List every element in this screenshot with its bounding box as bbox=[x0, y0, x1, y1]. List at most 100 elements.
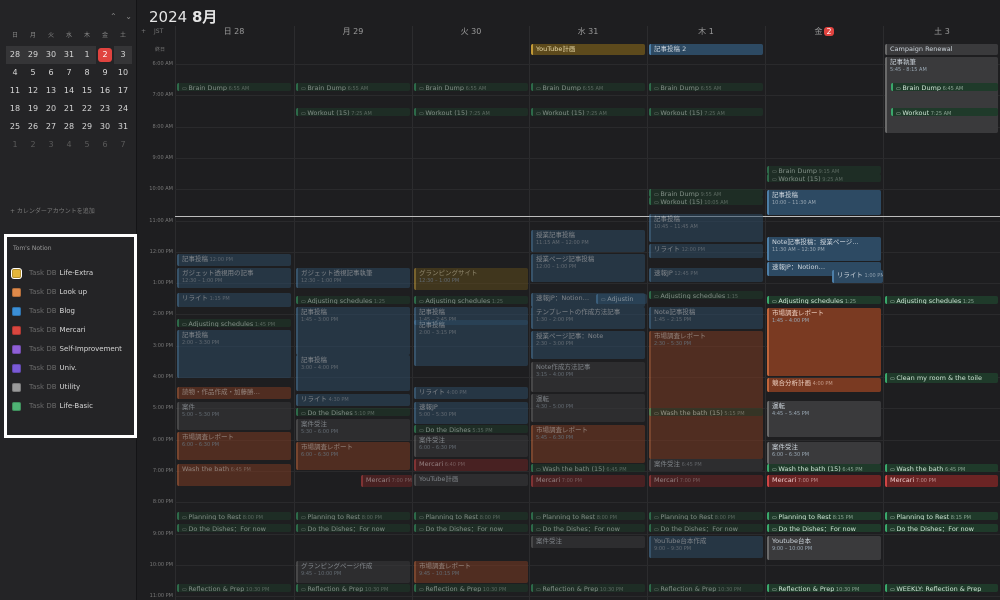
date-cell[interactable]: 18 bbox=[9, 104, 21, 113]
calendar-event[interactable]: WEEKLY: Reflection & Prep bbox=[885, 584, 998, 592]
day-header[interactable]: 日 28 bbox=[175, 26, 293, 40]
date-cell[interactable]: 4 bbox=[66, 140, 72, 149]
day-header[interactable]: 月 29 bbox=[294, 26, 412, 40]
calendar-checkbox[interactable] bbox=[12, 325, 21, 335]
date-cell[interactable]: 13 bbox=[45, 86, 57, 95]
date-cell[interactable]: 7 bbox=[66, 68, 72, 77]
calendar-item[interactable]: Task DB Blog bbox=[12, 305, 75, 317]
calendar-event[interactable]: 記事投稿 3:00 – 4:00 PM bbox=[296, 355, 410, 391]
calendar-event[interactable]: 記事投稿 2:00 – 3:15 PM bbox=[414, 320, 528, 366]
calendar-event[interactable]: Mercari 7:00 PM bbox=[531, 475, 645, 487]
calendar-event[interactable]: Planning to Rest 8:00 PM bbox=[296, 512, 410, 520]
calendar-item[interactable]: Task DB Utility bbox=[12, 381, 80, 393]
calendar-event[interactable]: Adjusting schedules 1:25 bbox=[414, 296, 528, 304]
calendar-event[interactable]: YouTube台本作成 9:00 – 9:30 PM bbox=[649, 536, 763, 558]
calendar-event[interactable]: Clean my room & the toile bbox=[885, 373, 998, 383]
calendar-checkbox[interactable] bbox=[12, 363, 21, 373]
calendar-event[interactable]: Workout (15) 7:25 AM bbox=[531, 108, 645, 116]
calendar-event[interactable]: Note記事投稿：授業ページ… 11:30 AM – 12:30 PM bbox=[767, 237, 881, 261]
date-cell[interactable]: 29 bbox=[81, 122, 93, 131]
calendar-event[interactable]: Adjusting schedules 1:45 PM bbox=[177, 319, 291, 327]
date-cell[interactable]: 3 bbox=[114, 46, 132, 64]
date-cell[interactable]: 4 bbox=[12, 68, 18, 77]
date-cell[interactable]: 29 bbox=[24, 46, 42, 64]
calendar-event[interactable]: Wash the bath (15) 5:15 PM bbox=[649, 408, 763, 416]
calendar-event[interactable]: Reflection & Prep 10:30 PM bbox=[296, 584, 410, 592]
calendar-event[interactable]: 記事投稿 2 bbox=[649, 44, 763, 55]
calendar-event[interactable]: 授業ページ記事：Note 2:30 – 3:00 PM bbox=[531, 331, 645, 359]
date-cell[interactable]: 5 bbox=[30, 68, 36, 77]
calendar-event[interactable]: Adjusting schedules 1:25 bbox=[296, 296, 410, 304]
date-cell[interactable]: 25 bbox=[9, 122, 21, 131]
day-header[interactable]: 水 31 bbox=[529, 26, 647, 40]
date-cell[interactable]: 21 bbox=[63, 104, 75, 113]
date-cell[interactable]: 30 bbox=[42, 46, 60, 64]
calendar-event[interactable]: 市場調査レポート 6:00 – 6:30 PM bbox=[177, 432, 291, 460]
calendar-event[interactable]: 案件受注 6:45 PM bbox=[649, 459, 763, 471]
calendar-event[interactable]: Adjusting schedules 1:25 bbox=[767, 296, 881, 304]
calendar-event[interactable]: Brain Dump 9:15 AM bbox=[767, 166, 881, 174]
calendar-event[interactable]: Reflection & Prep 10:30 PM bbox=[767, 584, 881, 592]
calendar-checkbox[interactable] bbox=[12, 306, 21, 316]
calendar-event[interactable]: 速報JP 5:00 – 5:30 PM bbox=[414, 402, 528, 424]
day-header[interactable]: 火 30 bbox=[412, 26, 530, 40]
date-cell[interactable]: 12 bbox=[27, 86, 39, 95]
calendar-event[interactable]: Do the Dishes：For now bbox=[414, 524, 528, 532]
calendar-checkbox[interactable] bbox=[12, 287, 21, 297]
calendar-event[interactable]: Do the Dishes：For now bbox=[885, 524, 998, 532]
calendar-event[interactable]: 市場調査レポート 5:45 – 6:30 PM bbox=[531, 425, 645, 463]
calendar-event[interactable]: Wash the bath (15) 6:45 PM bbox=[531, 464, 645, 472]
calendar-event[interactable]: Mercari 7:00 PM bbox=[885, 475, 998, 487]
calendar-event[interactable]: Reflection & Prep 10:30 PM bbox=[414, 584, 528, 592]
calendar-event[interactable]: YouTube計画 bbox=[414, 474, 528, 486]
today-date[interactable]: 2 bbox=[98, 48, 112, 62]
calendar-event[interactable]: ガジェット透視記事執筆 12:30 – 1:00 PM bbox=[296, 268, 410, 288]
calendar-event[interactable]: リライト 1:00 PM bbox=[831, 270, 883, 283]
date-cell[interactable]: 16 bbox=[99, 86, 111, 95]
date-cell[interactable]: 2 bbox=[30, 140, 36, 149]
calendar-event[interactable]: Reflection & Prep 10:30 PM bbox=[531, 584, 645, 592]
calendar-event[interactable]: Planning to Rest 8:00 PM bbox=[177, 512, 291, 520]
calendar-event[interactable]: Mercari 7:00 PM bbox=[649, 475, 763, 487]
calendar-item[interactable]: Task DB Univ. bbox=[12, 362, 77, 374]
calendar-event[interactable]: Brain Dump 6:45 AM bbox=[891, 83, 998, 91]
calendar-event[interactable]: Workout (15) 9:25 AM bbox=[767, 174, 881, 182]
date-cell[interactable]: 7 bbox=[120, 140, 126, 149]
calendar-event[interactable]: Wash the bath (15) 6:45 PM bbox=[767, 464, 881, 472]
date-cell[interactable]: 17 bbox=[117, 86, 129, 95]
calendar-event[interactable]: Youtube台本 9:00 – 10:00 PM bbox=[767, 536, 881, 560]
calendar-item[interactable]: Task DB Mercari bbox=[12, 324, 86, 336]
calendar-event[interactable]: Planning to Rest 8:15 PM bbox=[767, 512, 881, 520]
prev-month-button[interactable]: ⌃ bbox=[110, 12, 117, 21]
calendar-event[interactable]: Reflection & Prep 10:30 PM bbox=[177, 584, 291, 592]
date-cell[interactable]: 8 bbox=[84, 68, 90, 77]
date-cell[interactable]: 19 bbox=[27, 104, 39, 113]
calendar-event[interactable]: 速報JP 12:45 PM bbox=[649, 268, 763, 282]
calendar-event[interactable]: Reflection & Prep 10:30 PM bbox=[649, 584, 763, 592]
calendar-event[interactable]: 市場調査レポート 6:00 – 6:30 PM bbox=[296, 442, 410, 470]
calendar-event[interactable]: Workout 7:25 AM bbox=[891, 108, 998, 116]
calendar-event[interactable]: Brain Dump 6:55 AM bbox=[414, 83, 528, 91]
date-cell[interactable]: 28 bbox=[63, 122, 75, 131]
calendar-event[interactable]: グランピングページ作成 9:45 – 10:00 PM bbox=[296, 561, 410, 583]
calendar-event[interactable]: Adjusting schedules 1:25 bbox=[885, 296, 998, 304]
calendar-event[interactable]: 授業ページ記事投稿 12:00 – 1:00 PM bbox=[531, 254, 645, 282]
calendar-item[interactable]: Task DB Self-Improvement bbox=[12, 343, 122, 355]
date-cell[interactable]: 22 bbox=[81, 104, 93, 113]
add-icon[interactable]: + bbox=[141, 28, 147, 35]
calendar-event[interactable]: 記事投稿 1:45 – 3:00 PM bbox=[296, 307, 410, 355]
date-cell[interactable]: 9 bbox=[102, 68, 108, 77]
day-header[interactable]: 木 1 bbox=[647, 26, 765, 40]
calendar-event[interactable]: Brain Dump 6:55 AM bbox=[649, 83, 763, 91]
calendar-event[interactable]: リライト 1:15 PM bbox=[177, 293, 291, 307]
calendar-item[interactable]: Task DB Look up bbox=[12, 286, 87, 298]
calendar-event[interactable]: グランピングサイト 12:30 – 1:00 PM bbox=[414, 268, 528, 290]
calendar-event[interactable]: Planning to Rest 8:15 PM bbox=[885, 512, 998, 520]
calendar-event[interactable]: テンプレートの作成方法記事 1:30 – 2:00 PM bbox=[531, 307, 645, 329]
date-cell[interactable]: 6 bbox=[48, 68, 54, 77]
calendar-event[interactable]: 市場調査レポート 9:45 – 10:15 PM bbox=[414, 561, 528, 583]
calendar-event[interactable]: 読物・作品作成・加藤勝… bbox=[177, 387, 291, 399]
calendar-event[interactable]: Adjustin bbox=[595, 294, 647, 304]
calendar-event[interactable]: 記事投稿 10:45 – 11:45 AM bbox=[649, 214, 763, 242]
